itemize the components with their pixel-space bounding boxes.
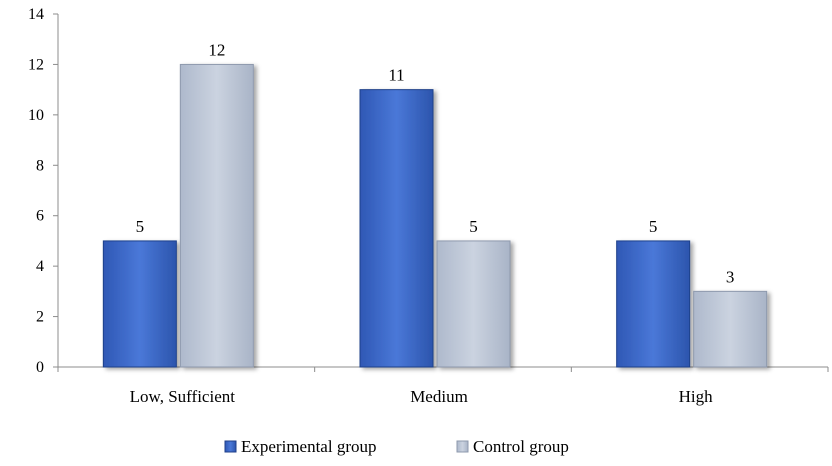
labels-layer: 5 12 Low, Sufficient 11 5 Medium 5 3 High <box>130 40 735 406</box>
bar-control-0 <box>179 63 254 368</box>
y-tick-label: 0 <box>36 359 44 376</box>
y-tick-label: 8 <box>36 157 44 174</box>
legend-swatch-experimental <box>224 440 237 453</box>
data-label: 11 <box>388 66 404 85</box>
y-tick-label: 4 <box>36 258 44 275</box>
data-label: 3 <box>726 267 735 286</box>
legend-label-control: Control group <box>473 437 569 456</box>
legend: Experimental group Control group <box>224 437 569 456</box>
bar-control-2 <box>693 290 768 368</box>
bar-control-1 <box>436 240 511 368</box>
bar-experimental-0 <box>102 240 177 368</box>
x-category-label: Low, Sufficient <box>130 387 236 406</box>
data-label: 5 <box>649 217 658 236</box>
y-tick-label: 14 <box>28 6 44 23</box>
data-label: 5 <box>136 217 145 236</box>
legend-swatch-control <box>456 440 469 453</box>
y-tick-label: 6 <box>36 208 44 225</box>
y-tick-label: 12 <box>28 56 44 73</box>
legend-label-experimental: Experimental group <box>241 437 377 456</box>
y-tick-label: 2 <box>36 309 44 326</box>
bar-experimental-1 <box>359 89 434 368</box>
data-label: 5 <box>469 217 478 236</box>
x-category-label: High <box>679 387 714 406</box>
data-label: 12 <box>208 40 225 59</box>
x-category-label: Medium <box>410 387 468 406</box>
bars-layer <box>102 63 768 368</box>
y-tick-label: 10 <box>28 107 44 124</box>
bar-experimental-2 <box>616 240 691 368</box>
